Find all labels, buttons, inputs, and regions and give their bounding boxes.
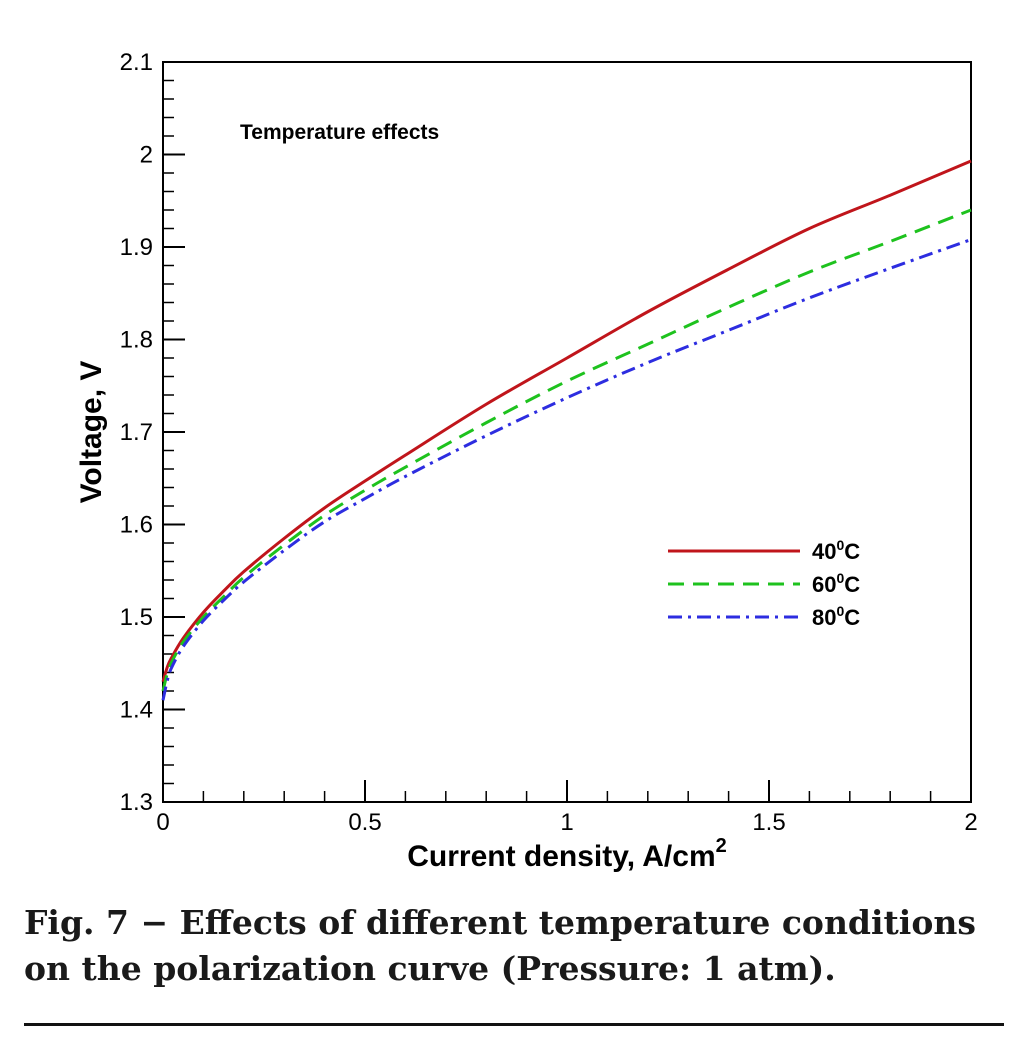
y-tick-label: 2.1: [120, 49, 153, 76]
axis-ticks: 0 0.5 1 1.5 2 1.3 1.4 1.5 1.6 1.7 1.8 1.9 2 2.1: [120, 49, 978, 836]
x-tick-label: 0.5: [348, 809, 381, 836]
x-axis-label-main: Current density, A/cm: [407, 840, 715, 873]
x-axis-label: Current density, A/cm2: [407, 835, 727, 873]
y-tick-label: 1.3: [120, 789, 153, 816]
figure-caption: Fig. 7 − Effects of different temperatur…: [24, 903, 976, 988]
y-tick-label: 2: [140, 142, 153, 169]
x-axis-label-sup: 2: [716, 835, 727, 857]
legend-label-2: 800C: [812, 603, 860, 630]
x-tick-label: 1.5: [752, 809, 785, 836]
y-tick-label: 1.6: [120, 512, 153, 539]
y-tick-label: 1.5: [120, 604, 153, 631]
y-tick-label: 1.8: [120, 327, 153, 354]
legend-label-0: 400C: [812, 537, 860, 564]
y-axis-label: Voltage, V: [75, 361, 108, 504]
y-tick-label: 1.7: [120, 419, 153, 446]
polarization-chart: 0 0.5 1 1.5 2 1.3 1.4 1.5 1.6 1.7 1.8 1.9 2 2.1 Tempe…: [75, 49, 978, 873]
x-tick-label: 2: [964, 809, 977, 836]
legend-label-1: 600C: [812, 570, 860, 597]
series-line-2: [161, 238, 972, 701]
annotation-text: Temperature effects: [240, 121, 439, 144]
series-lines: [161, 159, 972, 701]
legend: 400C 600C 800C: [668, 537, 860, 630]
x-tick-label: 1: [560, 809, 573, 836]
series-line-1: [161, 208, 972, 692]
caption-rule: [24, 1023, 1004, 1026]
y-tick-label: 1.9: [120, 234, 153, 261]
y-tick-label: 1.4: [120, 697, 153, 724]
x-tick-label: 0: [156, 809, 169, 836]
plot-frame: [162, 61, 972, 803]
series-line-0: [161, 159, 972, 683]
